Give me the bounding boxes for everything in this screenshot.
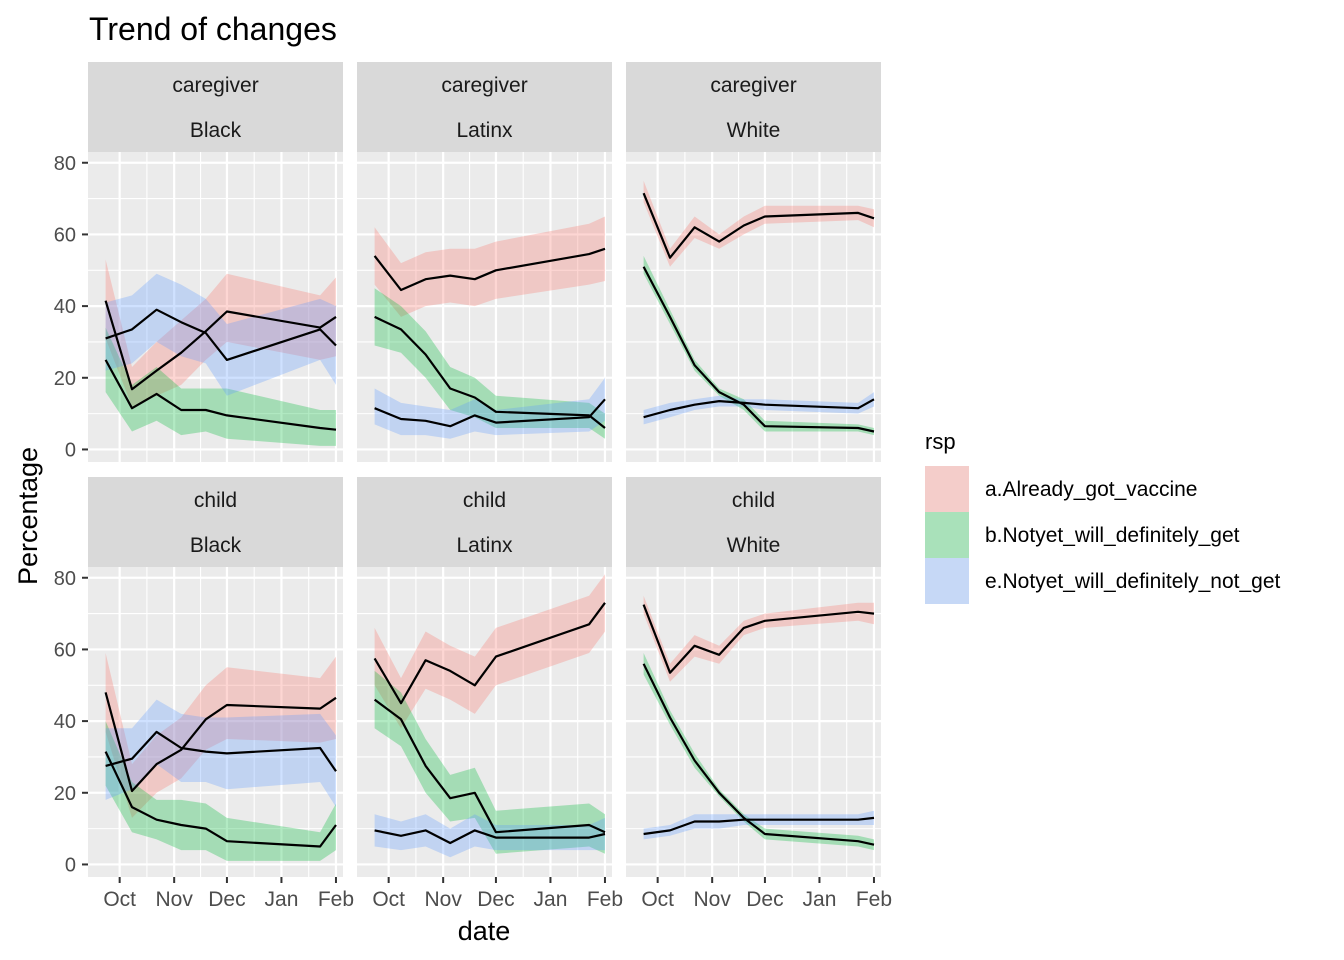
x-axis-title: date [458,916,511,946]
trend-line-a [104,692,337,793]
facet-panel: caregiver Black [88,62,343,462]
x-tick-label: Dec [208,888,245,911]
facet-panel: child Latinx [357,477,612,877]
facet-strip [88,62,343,152]
trend-line-e [105,308,337,361]
confidence-ribbon-a [643,180,874,267]
facet-strip [88,477,343,567]
x-tick-label: Nov [155,888,193,911]
legend-label-e: e.Notyet_will_definitely_not_get [985,570,1281,593]
facet-panel: caregiver White [626,62,881,462]
legend-key-background [925,512,969,558]
confidence-ribbon-b [374,288,605,439]
facet-panels: caregiver Black caregiver Latinx caregiver Wh… [88,62,881,877]
x-tick-label: Dec [477,888,514,911]
facet-strip-label-bottom: Latinx [456,534,513,557]
legend: rsp a.Already_got_vaccine b.Notyet_will_d… [925,429,1281,604]
facet-strip-label-top: caregiver [172,74,258,97]
trend-line-e [374,829,606,845]
legend-swatch-a [925,466,969,512]
trend-line-e [643,816,875,836]
trend-line-b [104,359,337,431]
trend-line-a [373,247,606,292]
facet-panel: child Black [88,477,343,877]
confidence-ribbon-b [105,721,336,861]
trend-line-b [642,663,875,846]
trend-line-b [374,315,606,429]
facet-strip-label-bottom: White [727,119,781,142]
x-tick-label: Oct [372,888,405,911]
confidence-ribbon-b [105,327,336,446]
confidence-ribbon-e [643,392,874,425]
confidence-ribbon-a [105,259,336,407]
facet-panel: child White [626,477,881,877]
x-tick-label: Oct [103,888,136,911]
trend-line-b [373,698,606,834]
legend-swatch-e [925,558,969,604]
facet-strip-label-top: caregiver [710,74,796,97]
facet-strip-label-top: child [732,489,775,512]
facet-strip-label-top: caregiver [441,74,527,97]
facet-strip-label-top: child [194,489,237,512]
confidence-ribbon-a [374,216,605,317]
facet-strip [626,477,881,567]
confidence-ribbon-a [374,574,605,729]
facet-strip-label-bottom: Black [190,119,242,142]
confidence-ribbon-b [374,670,605,854]
confidence-ribbon-a [105,653,336,818]
trend-line-e [643,398,875,419]
trend-line-e [374,398,606,428]
trend-line-a [373,602,606,705]
trend-line-a [104,300,337,391]
y-tick-label: 20 [54,783,76,805]
legend-label-b: b.Notyet_will_definitely_get [985,524,1240,547]
legend-key-background [925,558,969,604]
trend-line-e [105,730,337,772]
x-tick-label: Feb [856,888,892,911]
y-tick-label: 40 [54,296,76,318]
confidence-ribbon-a [643,595,874,682]
chart-title: Trend of changes [89,11,337,47]
trend-line-a [642,604,875,674]
confidence-ribbon-e [643,810,874,840]
y-tick-label: 0 [65,854,76,876]
x-tick-label: Feb [318,888,354,911]
facet-strip-label-bottom: White [727,534,781,557]
confidence-ribbon-e [105,273,336,396]
trend-line-a [642,192,875,259]
facet-panel: caregiver Latinx [357,62,612,462]
legend-label-a: a.Already_got_vaccine [985,478,1197,501]
y-tick-label: 60 [54,639,76,661]
x-tick-label: Dec [746,888,783,911]
trend-line-b [104,751,337,848]
facet-strip-label-bottom: Latinx [456,119,513,142]
y-tick-label: 20 [54,368,76,390]
y-tick-label: 0 [65,439,76,461]
legend-key-background [925,466,969,512]
x-tick-label: Jan [265,888,299,911]
legend-title: rsp [925,429,956,454]
axes: 0 20 40 60 80 0 20 40 60 80 Oct Nov Dec Jan Feb Oct Nov D… [54,153,892,911]
x-tick-label: Jan [803,888,837,911]
y-tick-label: 80 [54,568,76,590]
legend-swatch-b [925,512,969,558]
facet-strip-label-top: child [463,489,506,512]
x-tick-label: Feb [587,888,623,911]
x-tick-label: Jan [534,888,568,911]
facet-strip [357,62,612,152]
facet-strip [626,62,881,152]
y-tick-label: 60 [54,224,76,246]
y-axis-title: Percentage [13,447,43,585]
x-tick-label: Nov [693,888,731,911]
y-tick-label: 80 [54,153,76,175]
x-tick-label: Nov [424,888,462,911]
facet-strip-label-bottom: Black [190,534,242,557]
y-tick-label: 40 [54,711,76,733]
facet-strip [357,477,612,567]
x-tick-label: Oct [641,888,674,911]
trend-line-b [642,266,875,433]
